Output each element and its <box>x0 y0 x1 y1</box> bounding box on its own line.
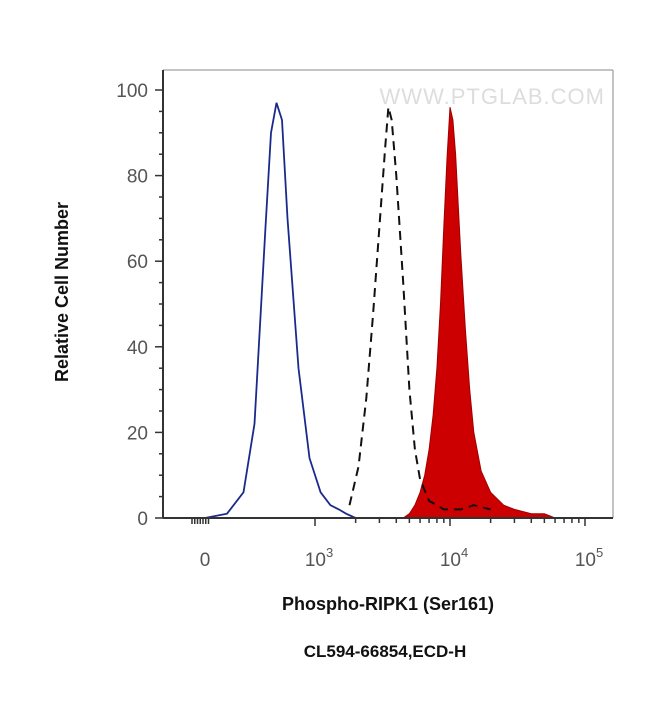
red-filled-histogram <box>401 106 556 519</box>
x-tick-label: 103 <box>305 545 333 571</box>
y-tick-label: 0 <box>137 509 148 530</box>
x-tick-label: 105 <box>575 545 603 571</box>
x-tick-label: 0 <box>200 550 211 571</box>
y-tick-label: 100 <box>116 81 148 102</box>
watermark: WWW.PTGLAB.COM <box>380 84 605 109</box>
blue-outline-histogram <box>183 102 356 519</box>
y-tick-label: 40 <box>127 338 148 359</box>
x-axis-title: Phospho-RIPK1 (Ser161) <box>282 594 494 614</box>
series-layer <box>183 102 556 519</box>
y-tick-label: 80 <box>127 167 148 188</box>
x-tick-labels: 0 103 104 105 <box>200 545 603 571</box>
y-axis-title: Relative Cell Number <box>52 202 72 382</box>
y-tick-labels: 0 20 40 60 80 100 <box>116 81 148 530</box>
x-tick-label: 104 <box>440 545 468 571</box>
dashed-histogram <box>348 106 491 511</box>
axes-layer <box>155 69 614 526</box>
y-tick-label: 60 <box>127 252 148 273</box>
x-axis-subtitle: CL594-66854,ECD-H <box>304 642 467 661</box>
y-tick-label: 20 <box>127 423 148 444</box>
